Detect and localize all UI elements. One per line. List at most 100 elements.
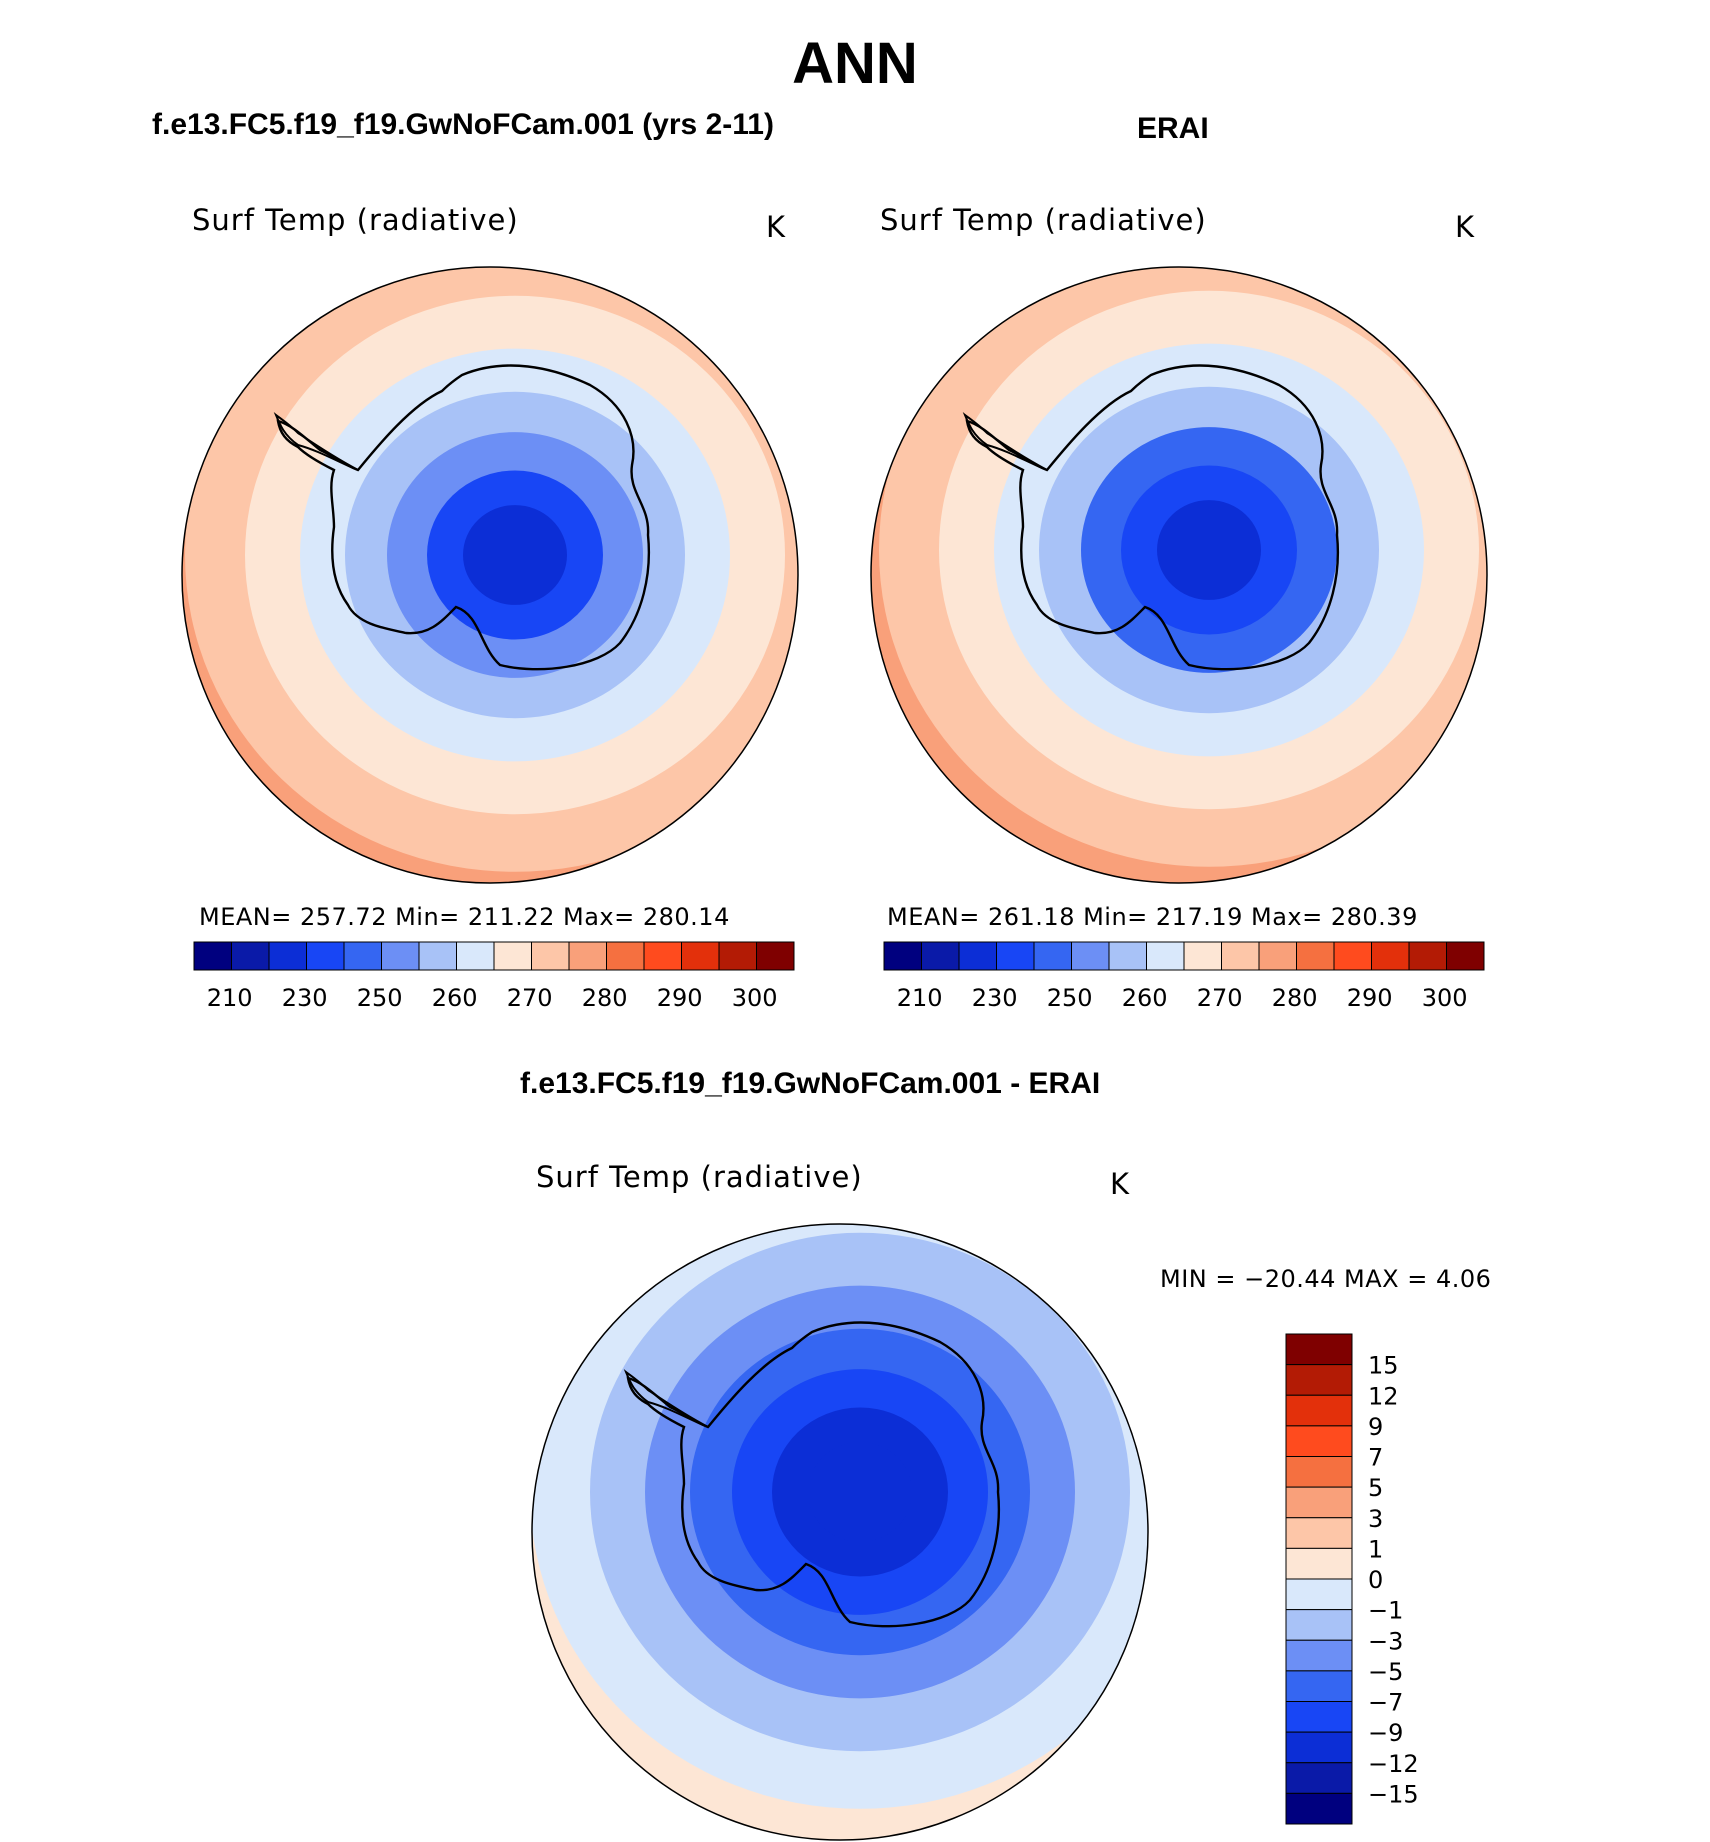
model-stats: MEAN= 257.72 Min= 211.22 Max= 280.14 (199, 903, 730, 931)
model-colorbar: 210 230 250 260 270 280 290 300 (193, 941, 795, 1012)
colorbar-swatch (1285, 1731, 1353, 1764)
diff-panel-title: f.e13.FC5.f19_f19.GwNoFCam.001 - ERAI (520, 1067, 1101, 1100)
antarctic-peninsula-outline (962, 412, 1048, 471)
colorbar-tick-label: 300 (732, 984, 778, 1012)
colorbar-tick-label: 5 (1368, 1474, 1383, 1502)
colorbar-swatch (1285, 1762, 1353, 1794)
colorbar-tick-label: 9 (1368, 1413, 1383, 1441)
colorbar-tick-label: −12 (1368, 1750, 1419, 1778)
obs-variable-label: Surf Temp (radiative) (880, 203, 1207, 237)
colorbar-swatch (1285, 1425, 1353, 1457)
map-boundary (181, 266, 799, 884)
antarctic-peninsula-outline (623, 1369, 709, 1428)
colorbar-swatch (1285, 1670, 1353, 1702)
colorbar-swatch (756, 941, 795, 971)
colorbar-tick-label: 290 (1347, 984, 1393, 1012)
colorbar-swatch (1071, 941, 1110, 971)
colorbar-swatch (306, 941, 345, 971)
obs-polar-map (870, 266, 1488, 884)
model-units-label: K (766, 210, 787, 244)
colorbar-swatch (1446, 941, 1485, 971)
colorbar-tick-label: 0 (1368, 1566, 1383, 1594)
obs-colorbar: 210 230 250 260 270 280 290 300 (883, 941, 1485, 1012)
colorbar-swatch (643, 941, 682, 971)
colorbar-tick-label: 250 (357, 984, 403, 1012)
colorbar-swatch (1296, 941, 1335, 971)
colorbar-swatch (1285, 1547, 1353, 1580)
colorbar-swatch (1258, 941, 1297, 971)
colorbar-swatch (1285, 1792, 1353, 1825)
model-polar-map (181, 266, 799, 884)
colorbar-swatch (1285, 1456, 1353, 1488)
season-title: ANN (792, 31, 918, 96)
colorbar-tick-label: −1 (1368, 1597, 1403, 1625)
obs-stats: MEAN= 261.18 Min= 217.19 Max= 280.39 (887, 903, 1418, 931)
antarctica-coastline (965, 364, 1340, 671)
colorbar-tick-label: 290 (657, 984, 703, 1012)
colorbar-swatch (718, 941, 757, 971)
antarctic-peninsula-outline (273, 412, 359, 471)
colorbar-swatch (1285, 1517, 1353, 1549)
colorbar-swatch (1285, 1639, 1353, 1672)
antarctica-coastline (276, 364, 651, 671)
colorbar-tick-label: −7 (1368, 1689, 1403, 1717)
colorbar-tick-label: 270 (1197, 984, 1243, 1012)
obs-panel-title: ERAI (1137, 112, 1209, 145)
colorbar-swatch (1146, 941, 1185, 971)
model-panel-title: f.e13.FC5.f19_f19.GwNoFCam.001 (yrs 2-11… (152, 108, 774, 141)
colorbar-swatch (1285, 1394, 1353, 1427)
colorbar-swatch (1285, 1333, 1353, 1366)
colorbar-tick-label: 210 (207, 984, 253, 1012)
colorbar-swatch (1285, 1609, 1353, 1641)
colorbar-swatch (1285, 1364, 1353, 1396)
obs-units-label: K (1455, 210, 1476, 244)
colorbar-tick-label: −3 (1368, 1627, 1403, 1655)
colorbar-tick-label: 15 (1368, 1352, 1399, 1380)
colorbar-swatch (381, 941, 420, 971)
colorbar-swatch (343, 941, 382, 971)
contour-band (463, 505, 567, 605)
colorbar-tick-label: 7 (1368, 1444, 1383, 1472)
contour-band (808, 1442, 912, 1542)
diff-variable-label: Surf Temp (radiative) (536, 1160, 863, 1194)
colorbar-tick-label: 230 (972, 984, 1018, 1012)
diff-stats: MIN = −20.44 MAX = 4.06 (1160, 1265, 1492, 1293)
colorbar-swatch (1285, 1578, 1353, 1611)
colorbar-swatch (996, 941, 1035, 971)
colorbar-tick-label: 12 (1368, 1382, 1399, 1410)
colorbar-swatch (1108, 941, 1147, 971)
colorbar-tick-label: −9 (1368, 1719, 1403, 1747)
colorbar-tick-label: 230 (282, 984, 328, 1012)
colorbar-swatch (231, 941, 270, 971)
contour-band (1157, 500, 1261, 600)
colorbar-tick-label: 280 (582, 984, 628, 1012)
colorbar-swatch (1033, 941, 1072, 971)
colorbar-swatch (1333, 941, 1372, 971)
colorbar-swatch (681, 941, 720, 971)
colorbar-tick-label: −15 (1368, 1780, 1419, 1808)
colorbar-tick-label: 260 (1122, 984, 1168, 1012)
antarctica-coastline (626, 1321, 1001, 1628)
colorbar-swatch (268, 941, 307, 971)
map-boundary (870, 266, 1488, 884)
colorbar-tick-label: 300 (1422, 984, 1468, 1012)
colorbar-swatch (1285, 1701, 1353, 1733)
colorbar-tick-label: 3 (1368, 1505, 1383, 1533)
colorbar-tick-label: 280 (1272, 984, 1318, 1012)
diff-units-label: K (1110, 1167, 1131, 1201)
colorbar-tick-label: −5 (1368, 1658, 1403, 1686)
colorbar-swatch (1408, 941, 1447, 971)
colorbar-swatch (1221, 941, 1260, 971)
colorbar-swatch (1371, 941, 1410, 971)
colorbar-tick-label: 270 (507, 984, 553, 1012)
colorbar-swatch (418, 941, 457, 971)
colorbar-swatch (531, 941, 570, 971)
colorbar-swatch (958, 941, 997, 971)
colorbar-tick-label: 1 (1368, 1535, 1383, 1563)
model-variable-label: Surf Temp (radiative) (192, 203, 519, 237)
colorbar-swatch (883, 941, 922, 971)
colorbar-tick-label: 260 (432, 984, 478, 1012)
colorbar-swatch (568, 941, 607, 971)
colorbar-tick-label: 210 (897, 984, 943, 1012)
